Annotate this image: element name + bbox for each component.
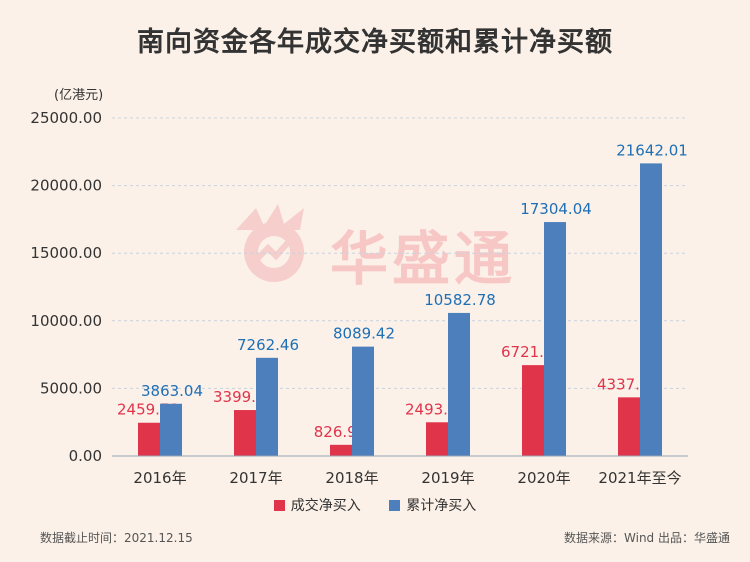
- bar-net-buy: [138, 422, 160, 456]
- watermark-text: 华盛通: [330, 225, 517, 293]
- y-tick-label: 20000.00: [30, 177, 102, 195]
- data-source-note: 数据来源：Wind 出品：华盛通: [564, 531, 730, 545]
- bar-cumulative: [160, 403, 182, 456]
- data-cutoff-note: 数据截止时间：2021.12.15: [40, 531, 193, 545]
- data-label-cumulative: 10582.78: [424, 291, 496, 309]
- legend-label-net-buy: 成交净买入: [290, 498, 361, 514]
- bar-cumulative: [352, 346, 374, 456]
- watermark-logo: [236, 204, 304, 282]
- x-tick-label: 2017年: [229, 469, 282, 487]
- x-tick-label: 2019年: [421, 469, 474, 487]
- bar-cumulative: [256, 357, 278, 456]
- bar-net-buy: [234, 410, 256, 456]
- x-tick-label: 2016年: [133, 469, 186, 487]
- y-tick-label: 15000.00: [30, 244, 102, 262]
- y-tick-label: 10000.00: [30, 312, 102, 330]
- y-tick-label: 5000.00: [40, 379, 102, 397]
- data-label-cumulative: 3863.04: [141, 382, 203, 400]
- y-axis-unit: (亿港元): [54, 88, 104, 103]
- bar-cumulative: [544, 222, 566, 456]
- x-tick-label: 2021年至今: [598, 469, 681, 487]
- legend-swatch-cumulative: [389, 499, 401, 511]
- bar-net-buy: [426, 422, 448, 456]
- bar-cumulative: [448, 312, 470, 456]
- data-label-cumulative: 8089.42: [333, 325, 395, 343]
- legend-item-net-buy: 成交净买入: [273, 495, 361, 515]
- x-tick-label: 2020年: [517, 469, 570, 487]
- bar-cumulative: [640, 163, 662, 456]
- bar-net-buy: [330, 444, 352, 456]
- bar-net-buy: [522, 365, 544, 456]
- legend-swatch-net-buy: [273, 499, 285, 511]
- chart-title: 南向资金各年成交净买额和累计净买额: [137, 27, 613, 58]
- data-label-cumulative: 17304.04: [520, 200, 592, 218]
- bar-net-buy: [618, 397, 640, 456]
- legend-label-cumulative: 累计净买入: [406, 498, 477, 514]
- y-tick-label: 0.00: [69, 447, 102, 465]
- x-tick-label: 2018年: [325, 469, 378, 487]
- legend-item-cumulative: 累计净买入: [389, 495, 476, 515]
- data-label-cumulative: 7262.46: [237, 336, 299, 354]
- data-label-cumulative: 21642.01: [616, 141, 688, 159]
- y-tick-label: 25000.00: [30, 109, 102, 127]
- chart-legend: 成交净买入 累计净买入: [0, 495, 750, 515]
